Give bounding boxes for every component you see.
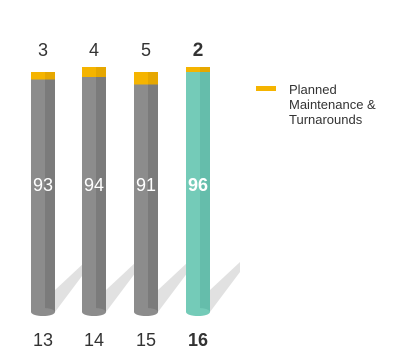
bar-base-13 (31, 308, 55, 316)
bar-base-16 (186, 308, 210, 316)
label-availability-16: 96 (188, 175, 208, 195)
bar-maintenance-14 (82, 67, 106, 77)
bar-base-15 (134, 308, 158, 316)
label-availability-15: 91 (136, 175, 156, 195)
bar-face-14 (96, 77, 106, 312)
bar-face-15 (148, 84, 158, 312)
bar-maintenance-face-15 (148, 72, 158, 85)
bar-maintenance-face-16 (200, 67, 210, 72)
bar-maintenance-13 (31, 72, 55, 80)
bar-maintenance-face-13 (45, 72, 55, 80)
label-availability-13: 93 (33, 175, 53, 195)
bar-maintenance-16 (186, 67, 210, 72)
bar-shadow-13 (55, 262, 85, 312)
bar-shadow-14 (106, 262, 136, 312)
label-maintenance-13: 3 (38, 40, 48, 60)
bar-shadow-15 (158, 262, 188, 312)
label-maintenance-16: 2 (193, 40, 204, 61)
bar-maintenance-face-14 (96, 67, 106, 77)
tick-label-13: 13 (33, 330, 53, 349)
bar-face-16 (200, 72, 210, 312)
label-maintenance-14: 4 (89, 40, 99, 60)
bar-shadow-16 (210, 262, 240, 312)
legend-label-maintenance: Planned Maintenance & Turnarounds (289, 82, 376, 127)
bar-face-13 (45, 79, 55, 312)
label-maintenance-15: 5 (141, 40, 151, 60)
legend-swatch-maintenance (256, 86, 276, 91)
tick-label-16: 16 (188, 330, 208, 349)
bar-base-14 (82, 308, 106, 316)
tick-label-15: 15 (136, 330, 156, 349)
label-availability-14: 94 (84, 175, 104, 195)
tick-label-14: 14 (84, 330, 104, 349)
